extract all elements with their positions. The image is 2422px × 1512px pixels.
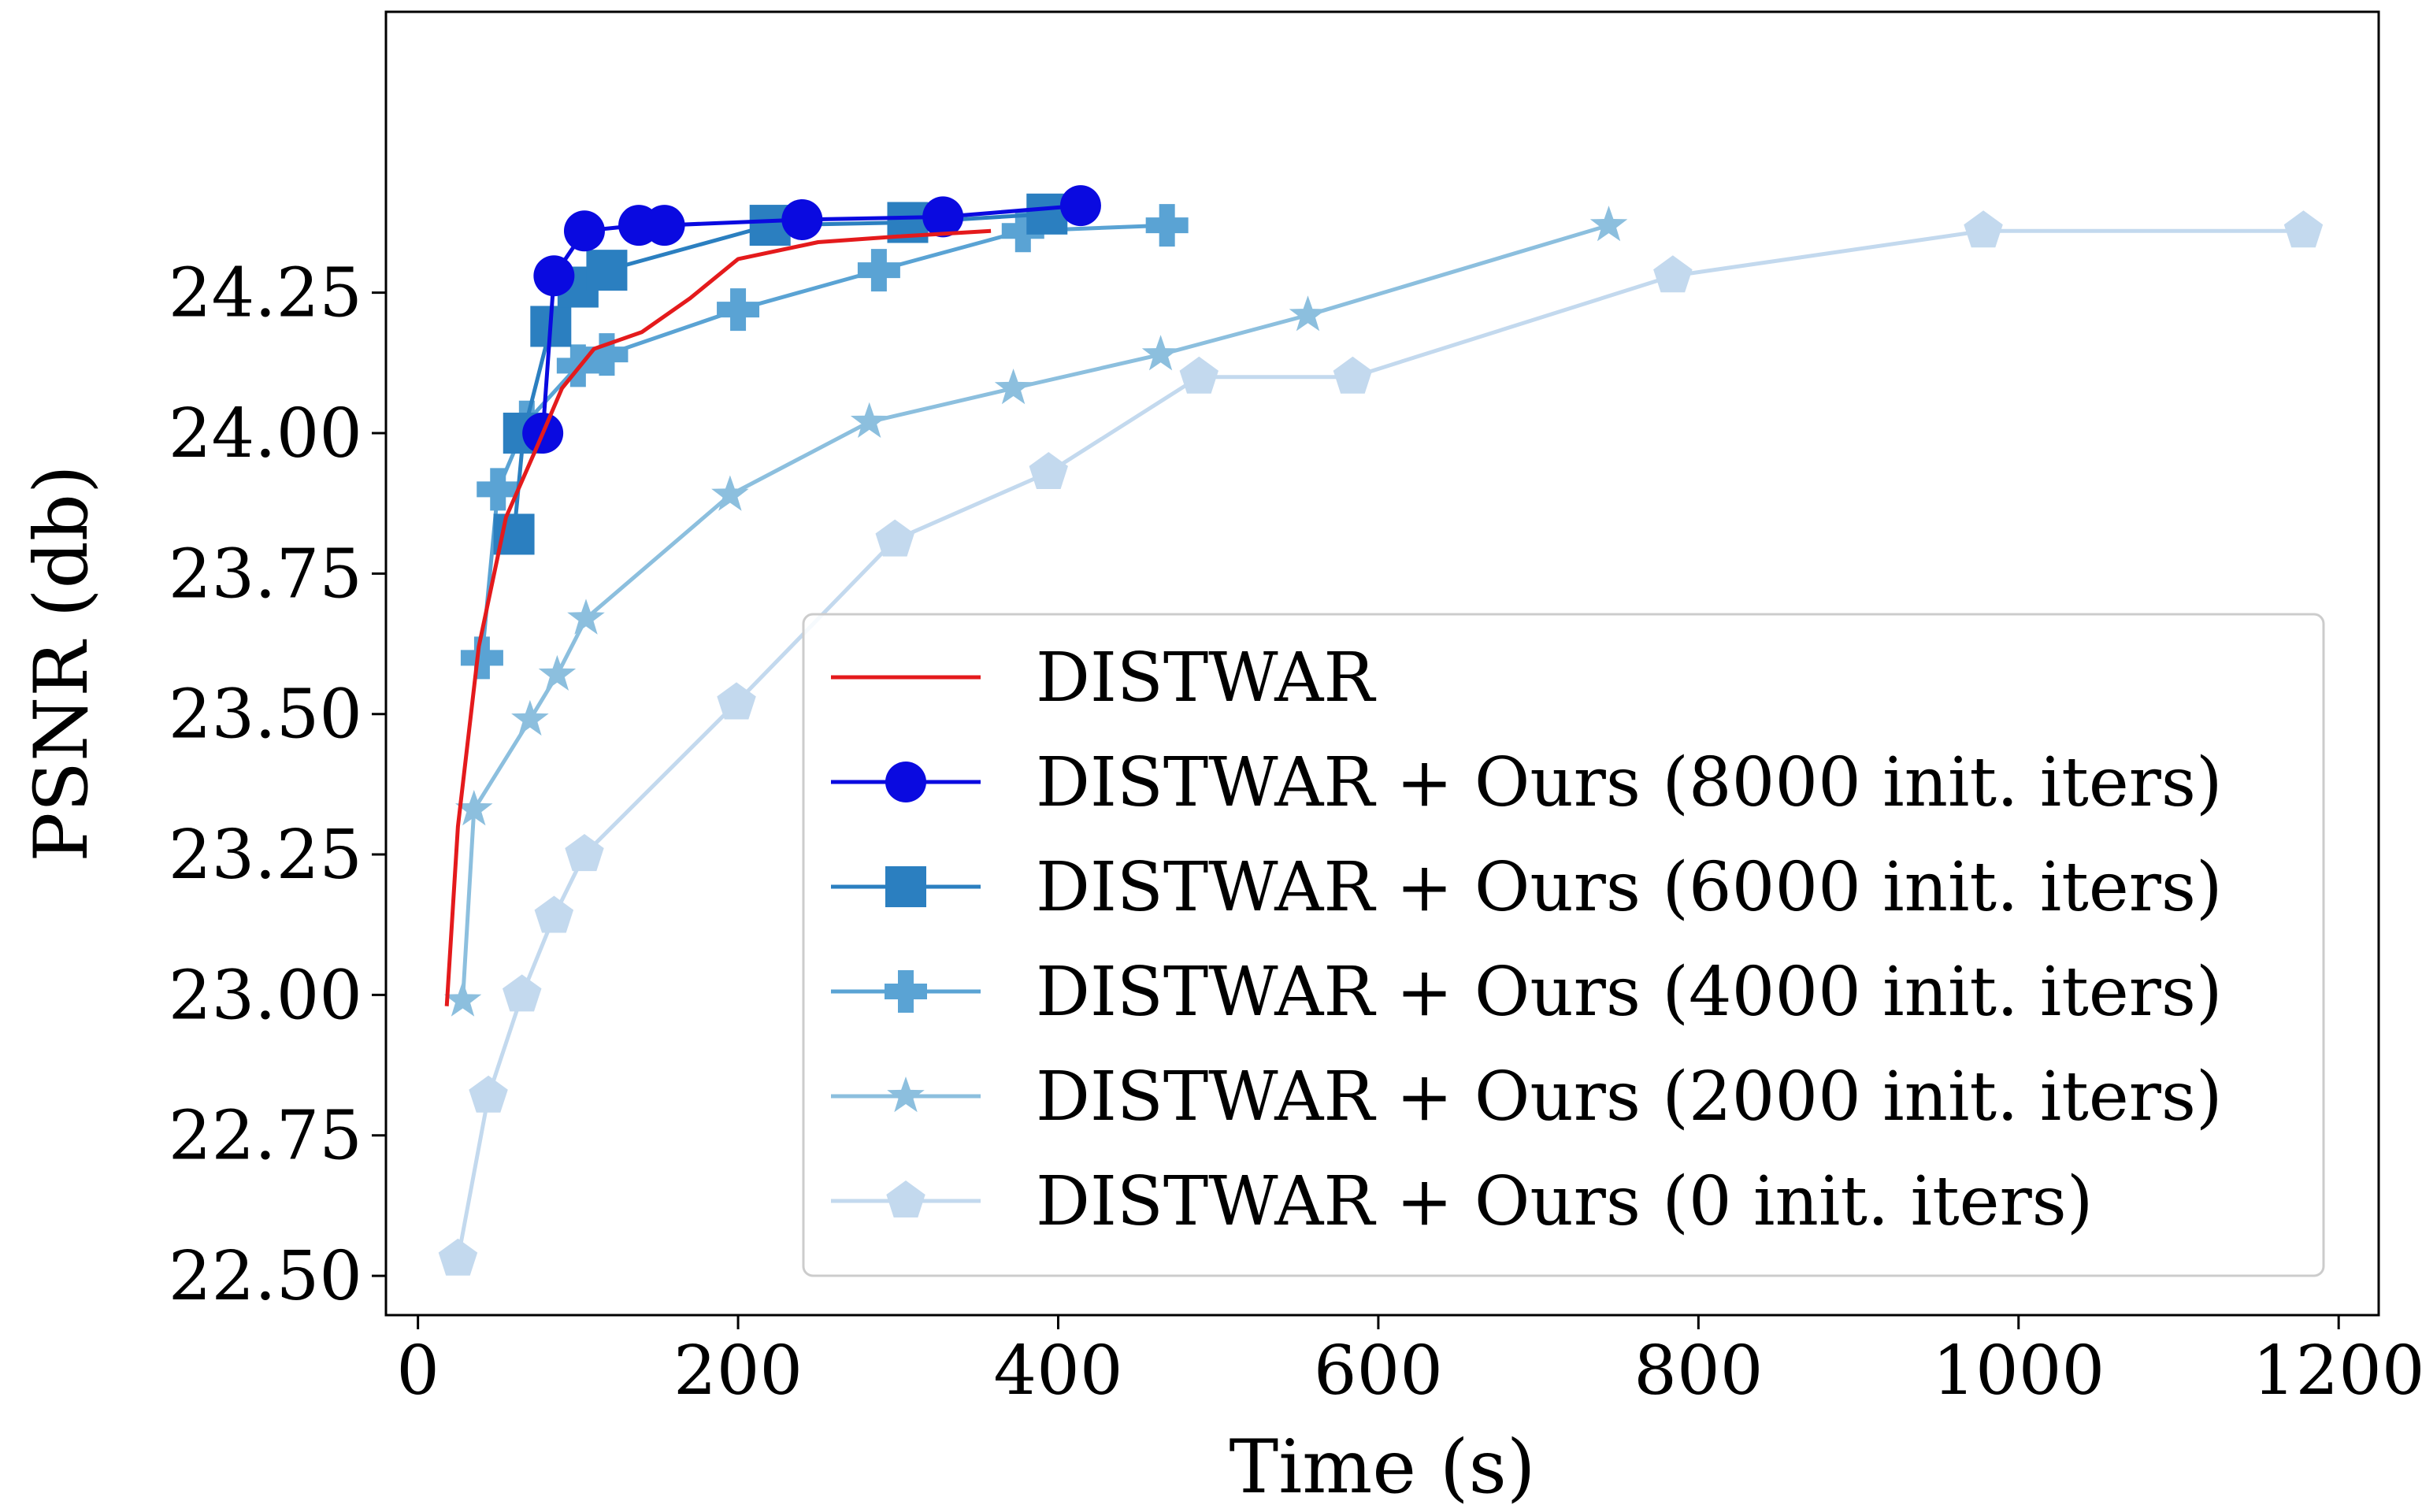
y-tick-label: 24.00 xyxy=(169,395,362,473)
data-point xyxy=(538,654,577,691)
legend-label: DISTWAR + Ours (6000 init. iters) xyxy=(1036,848,2223,927)
data-point xyxy=(1289,295,1327,332)
x-tick-label: 1000 xyxy=(1932,1332,2105,1410)
y-axis-label: PSNR (db) xyxy=(19,465,105,862)
data-point xyxy=(875,519,914,557)
series-4 xyxy=(443,206,1628,1017)
legend: DISTWAR DISTWAR + Ours (8000 init. iters)… xyxy=(802,613,2325,1277)
data-point xyxy=(2283,210,2324,248)
legend-item: DISTWAR + Ours (2000 init. iters) xyxy=(831,1058,2223,1136)
legend-item: DISTWAR + Ours (8000 init. iters) xyxy=(831,743,2223,822)
y-tick-label: 23.50 xyxy=(169,676,362,754)
data-point xyxy=(1059,185,1101,227)
series-line xyxy=(540,203,1081,434)
data-point xyxy=(1029,452,1068,489)
data-point xyxy=(1145,204,1189,247)
x-tick-label: 800 xyxy=(1634,1332,1763,1410)
data-point xyxy=(586,250,628,291)
y-tick-label: 22.75 xyxy=(169,1097,362,1176)
data-point xyxy=(469,1075,508,1113)
x-tick-label: 400 xyxy=(993,1332,1122,1410)
data-point xyxy=(717,288,760,332)
data-point xyxy=(1179,356,1218,394)
data-point xyxy=(1589,206,1628,242)
legend-item: DISTWAR + Ours (4000 init. iters) xyxy=(831,953,2223,1032)
series-0 xyxy=(444,228,992,1006)
data-point xyxy=(781,198,823,240)
legend-marker xyxy=(886,1180,925,1217)
data-point xyxy=(1141,335,1180,371)
plot-frame xyxy=(384,10,2380,1317)
legend-marker xyxy=(885,970,927,1013)
legend-label: DISTWAR + Ours (4000 init. iters) xyxy=(1036,953,2223,1032)
y-tick-label: 23.00 xyxy=(169,956,362,1035)
x-axis-ticks: 0 200 400 600 800 1000 1200 xyxy=(396,1315,2422,1410)
data-point xyxy=(1333,356,1373,394)
data-point xyxy=(1653,255,1693,293)
series-1 xyxy=(522,185,1101,454)
data-point xyxy=(503,974,542,1012)
data-point xyxy=(511,699,549,736)
data-point xyxy=(460,636,503,680)
y-axis-ticks: 22.50 22.75 23.00 23.25 23.50 23.75 24.00 24.25 xyxy=(169,254,386,1316)
data-point xyxy=(563,210,605,252)
data-point xyxy=(533,255,575,297)
data-point xyxy=(717,682,756,720)
y-tick-label: 23.75 xyxy=(169,535,362,613)
data-point xyxy=(711,475,749,511)
data-point xyxy=(534,895,574,933)
x-tick-label: 1200 xyxy=(2253,1332,2422,1410)
legend-label: DISTWAR + Ours (0 init. iters) xyxy=(1036,1162,2093,1241)
y-tick-label: 22.50 xyxy=(169,1237,362,1316)
y-tick-label: 24.25 xyxy=(169,254,362,333)
legend-item: DISTWAR xyxy=(831,639,1376,717)
data-point xyxy=(1026,193,1068,235)
x-tick-label: 600 xyxy=(1314,1332,1443,1410)
series-5 xyxy=(438,210,2324,1276)
legend-label: DISTWAR + Ours (2000 init. iters) xyxy=(1036,1058,2223,1136)
legend-box xyxy=(802,613,2325,1277)
y-tick-label: 23.25 xyxy=(169,816,362,895)
legend-item: DISTWAR + Ours (6000 init. iters) xyxy=(831,848,2223,927)
legend-marker xyxy=(885,762,926,802)
x-axis-label: Time (s) xyxy=(1230,1425,1536,1510)
data-point xyxy=(1001,209,1044,253)
legend-label: DISTWAR xyxy=(1036,639,1376,717)
data-point xyxy=(455,790,493,826)
data-point xyxy=(644,205,685,246)
data-point xyxy=(477,468,520,511)
data-point xyxy=(438,1238,478,1276)
data-point xyxy=(922,196,964,238)
x-tick-label: 200 xyxy=(673,1332,803,1410)
data-point xyxy=(567,598,605,635)
legend-marker xyxy=(885,866,926,907)
data-point xyxy=(850,402,888,438)
data-point xyxy=(994,369,1033,405)
data-point xyxy=(565,834,604,872)
x-tick-label: 0 xyxy=(396,1332,440,1410)
legend-item: DISTWAR + Ours (0 init. iters) xyxy=(831,1162,2093,1241)
data-point xyxy=(585,333,629,376)
data-point xyxy=(443,980,482,1017)
data-point xyxy=(1964,210,2003,248)
legend-marker xyxy=(887,1077,925,1113)
series-line xyxy=(444,228,992,1006)
legend-label: DISTWAR + Ours (8000 init. iters) xyxy=(1036,743,2223,822)
data-point xyxy=(857,249,900,292)
